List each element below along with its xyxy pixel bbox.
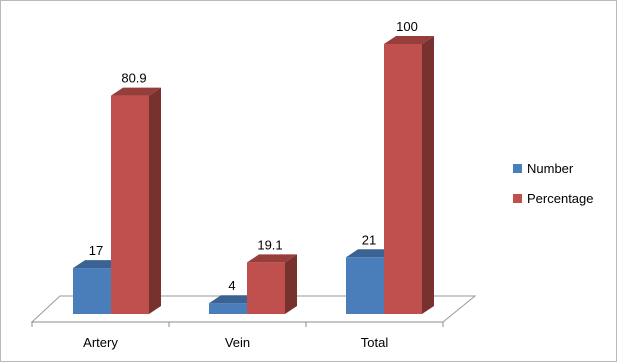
data-label: 21 <box>362 232 376 247</box>
category-label: Artery <box>83 335 118 350</box>
bar-top-face <box>111 87 161 96</box>
bar-percentage-vein <box>247 254 297 314</box>
legend-item-percentage: Percentage <box>513 191 594 206</box>
bar-percentage-artery <box>111 87 161 314</box>
legend-swatch <box>513 194 522 203</box>
bar-front-face <box>209 303 247 314</box>
data-label: 19.1 <box>257 237 282 252</box>
bar-front-face <box>247 262 285 314</box>
bar-side-face <box>285 254 297 314</box>
bar-front-face <box>346 257 384 314</box>
bar-top-face <box>346 249 396 258</box>
bar-side-face <box>422 36 434 314</box>
bar-top-face <box>209 295 259 304</box>
bar-front-face <box>111 95 149 314</box>
legend: Number Percentage <box>513 161 594 206</box>
bar-top-face <box>384 36 434 44</box>
data-label: 100 <box>396 19 418 34</box>
legend-label: Number <box>527 161 574 176</box>
category-label: Total <box>361 335 389 350</box>
bar-percentage-total <box>384 36 434 314</box>
data-label: 80.9 <box>121 71 146 86</box>
data-label: 4 <box>228 278 235 293</box>
bar-top-face <box>73 260 123 269</box>
bar-front-face <box>73 268 111 314</box>
x-axis-group: Artery Vein Total <box>31 321 444 350</box>
legend-item-number: Number <box>513 161 574 176</box>
legend-label: Percentage <box>527 191 594 206</box>
bar-top-face <box>247 254 297 263</box>
bars-group <box>73 36 434 314</box>
bar-side-face <box>149 87 161 314</box>
legend-swatch <box>513 164 522 173</box>
data-label: 17 <box>89 243 103 258</box>
bar-front-face <box>384 44 422 314</box>
category-label: Vein <box>225 335 250 350</box>
data-labels-group: 17 80.9 4 19.1 21 100 <box>89 19 418 293</box>
